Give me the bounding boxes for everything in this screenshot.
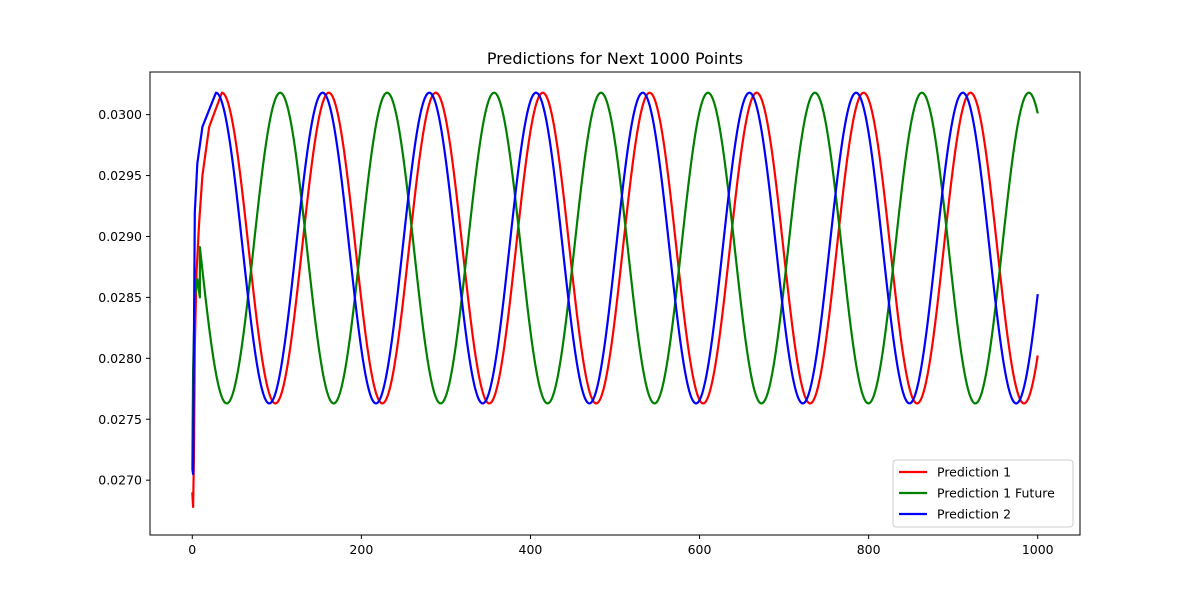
series-line-2 xyxy=(191,91,1039,468)
x-tick-label: 800 xyxy=(857,542,881,557)
y-tick-label: 0.0275 xyxy=(98,412,142,427)
series-line-1 xyxy=(191,91,1039,509)
y-tick-label: 0.0290 xyxy=(98,229,142,244)
y-tick-label: 0.0270 xyxy=(98,473,142,488)
legend: Prediction 1 Prediction 1 Future Predictio… xyxy=(892,459,1074,528)
y-tick-label: 0.0300 xyxy=(98,107,142,122)
y-tick-label: 0.0295 xyxy=(98,168,142,183)
series-line-3 xyxy=(191,91,1039,476)
x-axis: 0 200 400 600 800 1000 xyxy=(188,535,1054,557)
legend-label: Prediction 1 xyxy=(937,465,1011,480)
x-tick-label: 0 xyxy=(188,542,196,557)
y-tick-label: 0.0280 xyxy=(98,351,142,366)
x-tick-label: 200 xyxy=(349,542,373,557)
x-tick-label: 1000 xyxy=(1022,542,1054,557)
legend-box xyxy=(892,459,1074,528)
y-tick-label: 0.0285 xyxy=(98,290,142,305)
chart-title: Predictions for Next 1000 Points xyxy=(487,49,743,68)
axes-frame xyxy=(149,71,1081,536)
x-tick-label: 400 xyxy=(519,542,543,557)
plot-area xyxy=(191,91,1039,509)
y-axis: 0.0270 0.0275 0.0280 0.0285 0.0290 0.0295 0.03… xyxy=(98,107,150,488)
legend-label: Prediction 2 xyxy=(937,507,1011,522)
x-tick-label: 600 xyxy=(688,542,712,557)
legend-label: Prediction 1 Future xyxy=(937,486,1055,501)
